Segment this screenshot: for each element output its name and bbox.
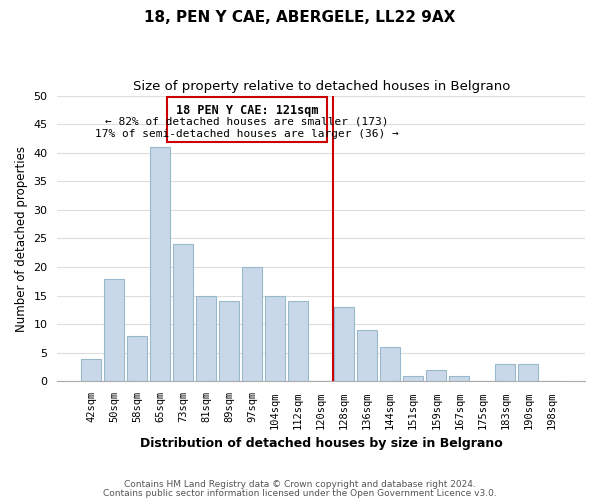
Bar	[403, 376, 423, 382]
Y-axis label: Number of detached properties: Number of detached properties	[15, 146, 28, 332]
Bar	[358, 330, 377, 382]
Text: ← 82% of detached houses are smaller (173): ← 82% of detached houses are smaller (17…	[105, 116, 389, 126]
Bar	[151, 147, 170, 382]
Bar	[173, 244, 193, 382]
Bar	[220, 302, 239, 382]
Text: Contains HM Land Registry data © Crown copyright and database right 2024.: Contains HM Land Registry data © Crown c…	[124, 480, 476, 489]
X-axis label: Distribution of detached houses by size in Belgrano: Distribution of detached houses by size …	[140, 437, 503, 450]
Bar	[242, 267, 262, 382]
Bar	[127, 336, 147, 382]
Text: Contains public sector information licensed under the Open Government Licence v3: Contains public sector information licen…	[103, 488, 497, 498]
Text: 17% of semi-detached houses are larger (36) →: 17% of semi-detached houses are larger (…	[95, 128, 399, 138]
Title: Size of property relative to detached houses in Belgrano: Size of property relative to detached ho…	[133, 80, 510, 93]
Bar	[427, 370, 446, 382]
FancyBboxPatch shape	[167, 96, 327, 142]
Bar	[265, 296, 285, 382]
Bar	[380, 347, 400, 382]
Bar	[289, 302, 308, 382]
Bar	[518, 364, 538, 382]
Bar	[104, 278, 124, 382]
Bar	[334, 307, 354, 382]
Bar	[82, 358, 101, 382]
Bar	[196, 296, 216, 382]
Bar	[449, 376, 469, 382]
Text: 18 PEN Y CAE: 121sqm: 18 PEN Y CAE: 121sqm	[176, 104, 318, 117]
Bar	[496, 364, 515, 382]
Text: 18, PEN Y CAE, ABERGELE, LL22 9AX: 18, PEN Y CAE, ABERGELE, LL22 9AX	[145, 10, 455, 25]
